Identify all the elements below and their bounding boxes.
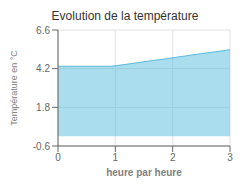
svg-text:-0.6: -0.6	[33, 141, 51, 152]
svg-text:1: 1	[113, 152, 119, 163]
svg-text:6.6: 6.6	[36, 25, 50, 36]
svg-text:3: 3	[227, 152, 233, 163]
svg-text:1.8: 1.8	[36, 102, 50, 113]
svg-text:heure par heure: heure par heure	[106, 167, 182, 178]
svg-text:2: 2	[170, 152, 176, 163]
html-text:Evolution de la température: Evolution de la température	[51, 9, 199, 23]
svg-text:Température en °C: Température en °C	[9, 50, 19, 126]
svg-text:0: 0	[55, 152, 61, 163]
svg-text:4.2: 4.2	[36, 63, 50, 74]
